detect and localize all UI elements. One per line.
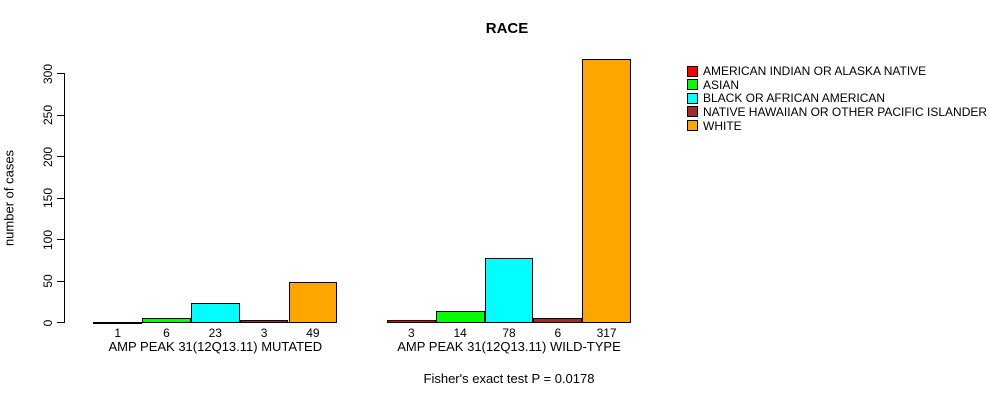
bar-value-label: 23 <box>208 326 222 340</box>
bar <box>533 317 583 324</box>
legend-item: ASIAN <box>687 79 739 91</box>
y-tick-mark <box>57 114 64 116</box>
y-tick-label: 100 <box>41 229 55 250</box>
bar <box>582 59 631 324</box>
bar-value-label: 3 <box>260 326 268 340</box>
group-label: AMP PEAK 31(12Q13.11) MUTATED <box>108 339 323 354</box>
y-tick-mark <box>57 280 64 282</box>
bar <box>484 257 534 324</box>
y-tick-label: 50 <box>41 274 55 288</box>
y-tick-label: 250 <box>41 104 55 126</box>
bar <box>93 321 143 324</box>
legend-swatch <box>687 120 698 132</box>
legend-label: WHITE <box>703 118 742 133</box>
footnote: Fisher's exact test P = 0.0178 <box>423 371 595 386</box>
bar <box>190 303 240 324</box>
y-tick-label: 300 <box>41 63 55 84</box>
bar-value-label: 3 <box>408 326 415 340</box>
y-axis-line <box>64 73 65 323</box>
y-tick-mark <box>57 73 64 74</box>
y-axis-title: number of cases <box>1 149 17 247</box>
bar-value-label: 49 <box>306 326 320 340</box>
bar-value-label: 6 <box>554 326 562 340</box>
bar <box>288 281 338 324</box>
bar <box>387 320 436 324</box>
legend-item: AMERICAN INDIAN OR ALASKA NATIVE <box>687 65 926 77</box>
legend-item: WHITE <box>687 120 742 132</box>
bar <box>435 310 485 324</box>
y-tick-label: 200 <box>41 146 55 167</box>
bar-value-label: 317 <box>596 326 617 340</box>
bar-value-label: 78 <box>502 326 516 340</box>
y-tick-mark <box>57 197 64 199</box>
legend-item: BLACK OR AFRICAN AMERICAN <box>687 92 885 104</box>
legend-label: NATIVE HAWAIIAN OR OTHER PACIFIC ISLANDE… <box>703 104 988 119</box>
y-tick-mark <box>57 156 64 157</box>
bar-value-label: 14 <box>453 326 467 340</box>
bar <box>239 320 289 324</box>
legend-swatch <box>687 65 698 77</box>
y-tick-mark <box>57 239 64 240</box>
legend-label: AMERICAN INDIAN OR ALASKA NATIVE <box>703 64 927 78</box>
chart-title: RACE <box>485 20 529 37</box>
bar-value-label: 6 <box>163 326 170 340</box>
legend-label: BLACK OR AFRICAN AMERICAN <box>703 91 886 106</box>
legend-swatch <box>687 92 698 104</box>
y-tick-mark <box>57 322 64 323</box>
legend-swatch <box>687 79 698 91</box>
legend-label: ASIAN <box>703 77 740 92</box>
legend-swatch <box>687 106 698 118</box>
bar-value-label: 1 <box>114 326 122 340</box>
y-tick-label: 0 <box>41 319 55 326</box>
y-tick-label: 150 <box>41 187 55 209</box>
group-label: AMP PEAK 31(12Q13.11) WILD-TYPE <box>397 339 621 354</box>
bar <box>142 317 191 324</box>
legend-item: NATIVE HAWAIIAN OR OTHER PACIFIC ISLANDE… <box>687 106 987 118</box>
